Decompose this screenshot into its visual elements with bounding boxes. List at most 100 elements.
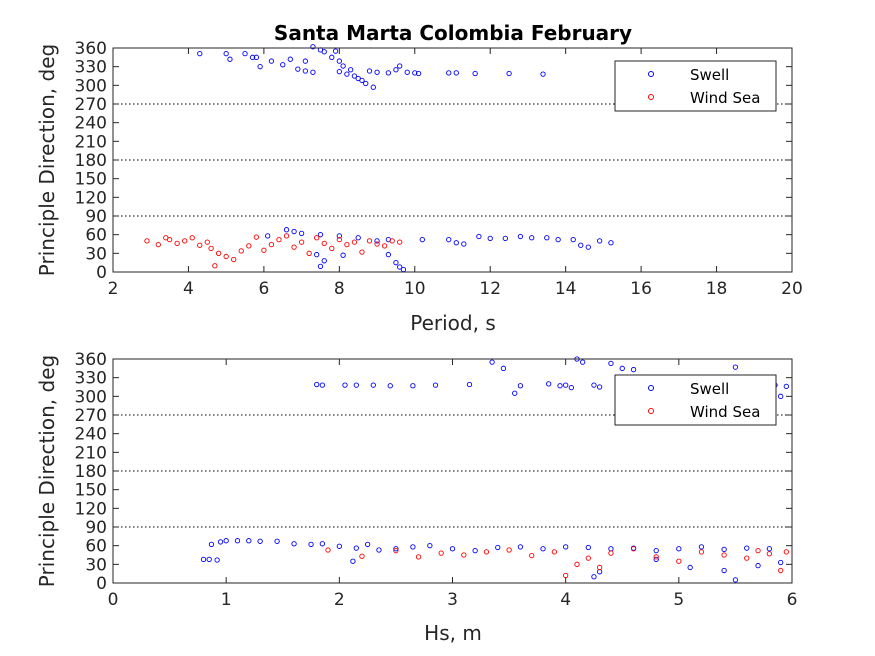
bottom-swell-point bbox=[472, 547, 478, 554]
top-swell-point bbox=[340, 63, 346, 69]
top-swell-point bbox=[302, 68, 309, 74]
top-wind-sea-point bbox=[231, 256, 237, 263]
top-y-tick-label: 60 bbox=[85, 226, 107, 246]
top-swell-point bbox=[336, 68, 342, 75]
top-legend-windsea-label: Wind Sea bbox=[690, 89, 760, 107]
top-swell-point bbox=[476, 233, 482, 240]
bottom-swell-point bbox=[721, 546, 727, 553]
top-swell-point bbox=[415, 70, 422, 77]
bottom-swell-point bbox=[778, 559, 784, 566]
bottom-swell-point bbox=[291, 541, 297, 547]
top-x-tick-labels: 2 4 6 8 10 12 14 16 18 20 bbox=[108, 279, 803, 299]
bottom-wind-sea-point bbox=[393, 547, 399, 554]
bottom-wind-sea-point bbox=[563, 572, 569, 579]
bottom-swell-point bbox=[766, 546, 773, 552]
bottom-swell-point bbox=[387, 383, 393, 389]
bottom-swell-point bbox=[585, 544, 591, 551]
bottom-swell-point bbox=[410, 383, 416, 389]
top-wind-sea-point bbox=[238, 248, 244, 254]
bottom-wind-sea-point bbox=[755, 547, 761, 554]
top-wind-sea-point bbox=[212, 263, 218, 269]
bottom-y-tick-label: 30 bbox=[85, 555, 107, 575]
top-wind-sea-point bbox=[174, 240, 180, 247]
top-x-tick-label: 18 bbox=[706, 279, 728, 299]
bottom-swell-point bbox=[217, 539, 224, 545]
bottom-x-tick-label: 6 bbox=[787, 590, 798, 610]
bottom-reference-lines bbox=[113, 414, 792, 528]
top-reference-lines bbox=[113, 103, 792, 217]
bottom-wind-sea-point bbox=[585, 555, 591, 561]
top-swell-point bbox=[317, 232, 324, 238]
top-x-tick-label: 12 bbox=[479, 279, 501, 299]
top-swell-point bbox=[355, 235, 361, 241]
top-swell-point bbox=[517, 233, 524, 240]
bottom-y-tick-label: 270 bbox=[75, 406, 107, 426]
bottom-y-tick-label: 360 bbox=[75, 350, 107, 370]
bottom-swell-point bbox=[206, 556, 212, 563]
bottom-swell-point bbox=[410, 544, 416, 550]
bottom-x-tick-label: 1 bbox=[221, 590, 232, 610]
bottom-legend-swell-label: Swell bbox=[690, 380, 729, 398]
bottom-swell-point bbox=[563, 382, 569, 388]
bottom-swell-point bbox=[732, 577, 739, 583]
bottom-swell-point bbox=[563, 544, 569, 550]
top-swell-point bbox=[340, 252, 346, 258]
top-wind-sea-point bbox=[166, 236, 173, 243]
top-swell-point bbox=[472, 70, 478, 77]
bottom-swell-point bbox=[274, 538, 280, 544]
bottom-swell-point bbox=[687, 564, 693, 571]
bottom-swell-point bbox=[579, 359, 586, 365]
top-swell-point bbox=[385, 70, 392, 76]
top-wind-sea-point bbox=[197, 242, 203, 248]
top-swell-point bbox=[265, 233, 271, 239]
top-swell-point bbox=[298, 230, 305, 237]
top-swell-point bbox=[446, 236, 452, 243]
top-y-tick-label: 330 bbox=[75, 58, 107, 78]
bottom-swell-point bbox=[393, 546, 399, 552]
bottom-swell-point bbox=[557, 383, 563, 389]
top-wind-sea-point bbox=[306, 250, 312, 256]
top-swell-point bbox=[280, 62, 286, 68]
top-wind-sea-point bbox=[253, 234, 259, 240]
bottom-y-tick-label: 240 bbox=[75, 425, 107, 445]
bottom-y-tick-label: 0 bbox=[96, 574, 107, 594]
top-x-tick-label: 20 bbox=[781, 279, 803, 299]
chart-title: Santa Marta Colombia February bbox=[274, 21, 632, 45]
bottom-swell-point bbox=[314, 381, 320, 388]
top-swell-point bbox=[366, 68, 373, 74]
top-swell-point bbox=[249, 54, 256, 60]
bottom-x-axis-label: Hs, m bbox=[424, 621, 482, 645]
top-swell-point bbox=[453, 70, 459, 76]
top-swell-point bbox=[310, 69, 316, 75]
top-swell-point bbox=[446, 70, 452, 76]
bottom-swell-point bbox=[353, 382, 359, 388]
bottom-swell-point bbox=[596, 384, 603, 390]
top-y-tick-label: 300 bbox=[75, 76, 107, 96]
top-x-tick-label: 10 bbox=[404, 279, 426, 299]
bottom-swell-point bbox=[246, 538, 252, 544]
bottom-y-tick-label: 300 bbox=[75, 387, 107, 407]
bottom-scatter-points bbox=[200, 356, 789, 583]
bottom-swell-point bbox=[512, 390, 518, 396]
top-swell-point bbox=[291, 228, 297, 235]
bottom-legend-windsea-marker bbox=[648, 408, 654, 414]
top-x-axis-label: Period, s bbox=[410, 311, 496, 335]
top-legend-swell-label: Swell bbox=[690, 66, 729, 84]
top-wind-sea-point bbox=[276, 236, 282, 243]
top-swell-point bbox=[385, 251, 392, 258]
bottom-swell-point bbox=[466, 381, 473, 388]
top-swell-point bbox=[242, 50, 248, 57]
top-y-tick-label: 180 bbox=[75, 151, 107, 171]
top-wind-sea-point bbox=[389, 238, 395, 244]
top-wind-sea-point bbox=[208, 245, 214, 252]
top-swell-point bbox=[412, 70, 418, 76]
top-swell-point bbox=[310, 44, 316, 50]
bottom-swell-point bbox=[432, 382, 439, 388]
bottom-swell-point bbox=[223, 538, 229, 544]
bottom-swell-point bbox=[370, 382, 376, 388]
top-swell-point bbox=[332, 48, 339, 54]
bottom-wind-sea-point bbox=[766, 551, 773, 557]
top-swell-point bbox=[506, 70, 512, 77]
